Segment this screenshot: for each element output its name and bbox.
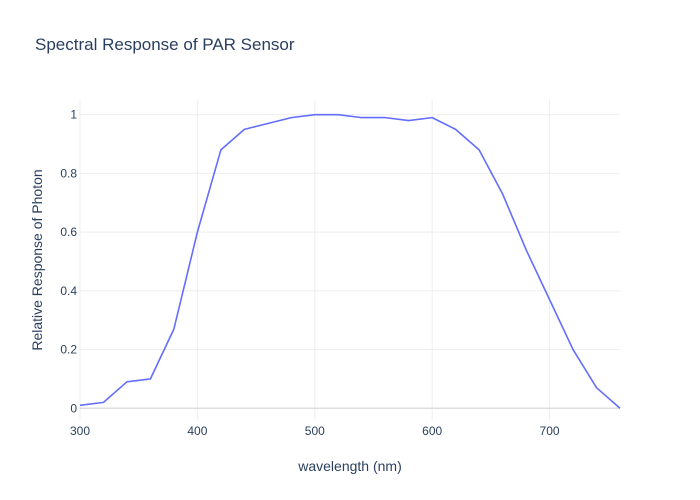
- x-tick-label: 700: [540, 424, 560, 438]
- y-tick-label: 1: [70, 108, 77, 122]
- series-layer: [79, 113, 621, 409]
- y-tick-label: 0.8: [60, 166, 77, 180]
- x-tick-label: 500: [305, 424, 325, 438]
- x-axis-title: wavelength (nm): [297, 458, 402, 474]
- y-tick-label: 0.4: [60, 284, 77, 298]
- y-tick-label: 0.6: [60, 225, 77, 239]
- x-tick-label: 600: [422, 424, 442, 438]
- y-tick-label: 0.2: [60, 343, 77, 357]
- x-axis-ticks: 300 400 500 600 700: [70, 424, 560, 438]
- y-axis-ticks: 0 0.2 0.4 0.6 0.8 1: [60, 108, 77, 416]
- x-tick-label: 400: [187, 424, 207, 438]
- y-axis-title: Relative Response of Photon: [29, 169, 45, 350]
- y-tick-label: 0: [70, 401, 77, 415]
- x-tick-label: 300: [70, 424, 90, 438]
- grid: [79, 100, 620, 420]
- chart-title: Spectral Response of PAR Sensor: [35, 35, 295, 54]
- series-line-0: [79, 113, 621, 409]
